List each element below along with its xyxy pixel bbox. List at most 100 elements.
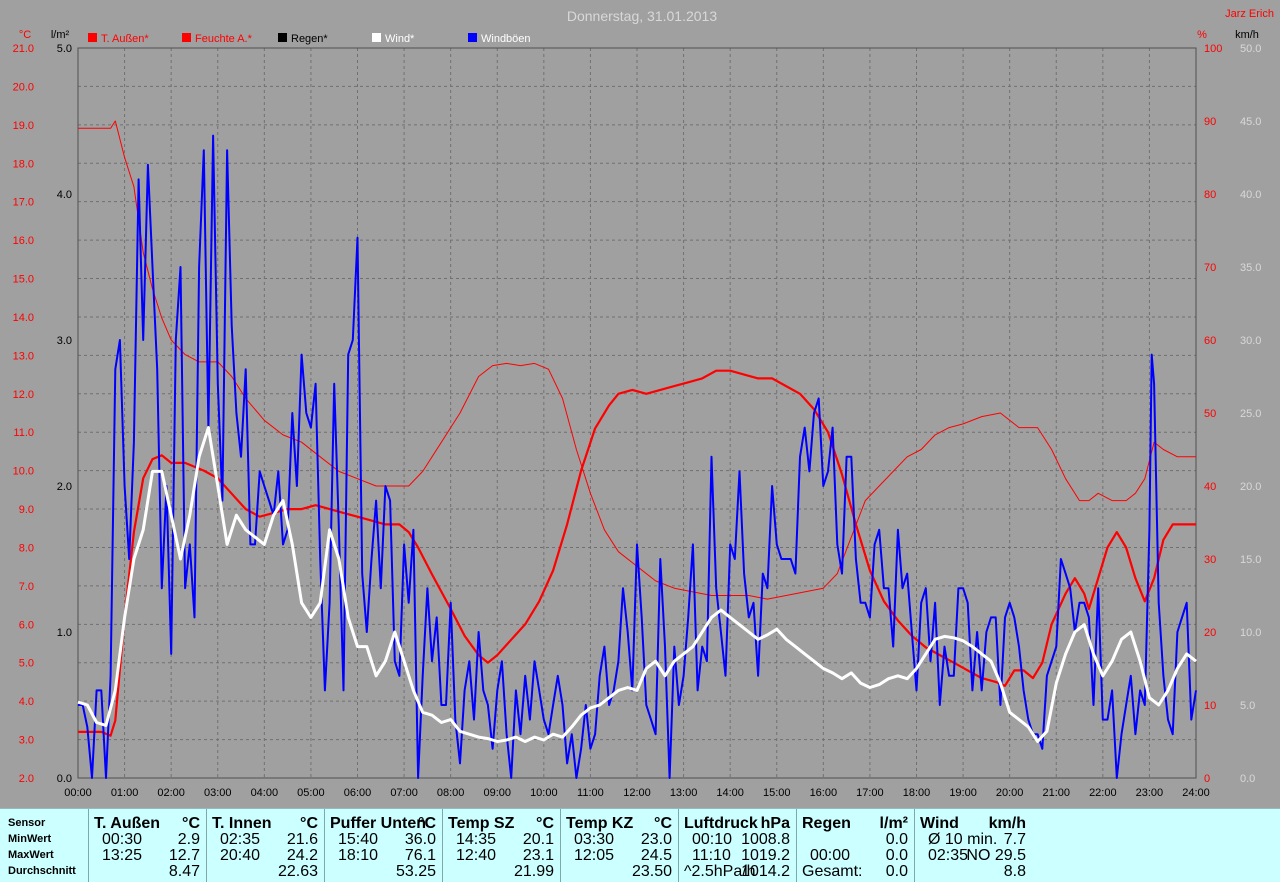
min-header: MinWert [8,833,52,845]
humidity-tick-label: 20 [1204,627,1216,639]
author-label: Jarz Erich [1225,8,1274,20]
stats-group-name: T. Innen [212,815,272,832]
stats-separator [324,809,325,882]
stats-min-row: MinWert [0,831,1280,847]
stats-avg-label: ^2.5hPa/h [684,863,756,880]
series-line-wind [77,426,1197,743]
temp-unit-label: °C [19,29,31,41]
stats-avg-value: 23.50 [631,863,672,880]
legend-label: Feuchte A.* [195,33,253,45]
temp-tick-label: 12.0 [13,389,34,401]
wind-tick-label: 5.0 [1240,700,1255,712]
stats-group-name: Regen [802,815,851,832]
temp-tick-label: 8.0 [19,542,34,554]
stats-max-value: 23.1 [522,847,554,864]
humidity-tick-label: 60 [1204,335,1216,347]
rain-tick-label: 5.0 [57,43,72,55]
stats-header-row: Sensor [0,815,1280,831]
x-tick-label: 12:00 [623,787,651,799]
stats-max-time: 12:40 [456,847,497,864]
statistics-panel: Sensor MinWert MaxWert Durchschnitt T. A… [0,808,1280,882]
x-tick-label: 18:00 [903,787,931,799]
x-tick-label: 08:00 [437,787,465,799]
stats-max-time: 18:10 [338,847,379,864]
wind-tick-label: 40.0 [1240,189,1261,201]
grid [77,47,1197,779]
series-line-windböen [78,134,1197,779]
x-tick-label: 17:00 [856,787,884,799]
x-tick-label: 01:00 [111,787,139,799]
stats-min-value: 1008.8 [741,831,790,848]
stats-avg-value: 1014.2 [741,863,790,880]
humidity-tick-label: 30 [1204,554,1216,566]
stats-min-time: Ø 10 min. [928,831,998,848]
stats-min-time: 14:35 [456,831,497,848]
x-tick-label: 23:00 [1136,787,1164,799]
temp-tick-label: 19.0 [13,120,34,132]
x-tick-label: 19:00 [949,787,977,799]
stats-max-value: 76.1 [404,847,436,864]
stats-max-value: 12.7 [168,847,200,864]
percent-unit-label: % [1197,29,1207,41]
stats-separator [442,809,443,882]
stats-avg-value: 0.0 [885,863,908,880]
humidity-tick-label: 40 [1204,481,1216,493]
legend-label: T. Außen* [101,33,149,45]
temp-tick-label: 18.0 [13,158,34,170]
humidity-tick-label: 70 [1204,262,1216,274]
x-tick-label: 04:00 [251,787,279,799]
stats-max-value: 1019.2 [741,847,790,864]
stats-avg-value: 8.8 [1003,863,1026,880]
stats-max-time: 13:25 [102,847,143,864]
stats-separator [206,809,207,882]
wind-tick-label: 0.0 [1240,773,1255,785]
wind-tick-label: 50.0 [1240,43,1261,55]
stats-group-unit: °C [418,815,436,832]
stats-min-time: 00:30 [102,831,143,848]
stats-group-unit: km/h [988,815,1026,832]
stats-avg-row: Durchschnitt [0,863,1280,879]
stats-group-unit: °C [300,815,318,832]
x-tick-label: 10:00 [530,787,558,799]
sensor-header: Sensor [8,817,46,829]
x-tick-label: 02:00 [157,787,185,799]
x-tick-label: 22:00 [1089,787,1117,799]
stats-max-value: NO 29.5 [966,847,1026,864]
humidity-tick-label: 0 [1204,773,1210,785]
stats-group-unit: hPa [760,815,790,832]
wind-tick-label: 25.0 [1240,408,1261,420]
stats-max-value: 24.5 [640,847,672,864]
rain-tick-label: 4.0 [57,189,72,201]
x-tick-label: 03:00 [204,787,232,799]
temp-tick-label: 7.0 [19,581,34,593]
stats-min-value: 20.1 [522,831,554,848]
stats-separator [678,809,679,882]
stats-max-value: 24.2 [286,847,318,864]
x-tick-label: 00:00 [64,787,92,799]
stats-max-time: 12:05 [574,847,615,864]
stats-min-value: 7.7 [1003,831,1026,848]
stats-min-time: 03:30 [574,831,615,848]
stats-max-value: 0.0 [885,847,908,864]
plot-frame [77,47,1197,779]
rain-unit-label: l/m² [51,29,70,41]
legend: T. Außen* Feuchte A.* Regen* Wind* Windböen [88,33,531,45]
legend-swatch [88,33,97,42]
stats-max-row: MaxWert [0,847,1280,863]
x-tick-label: 24:00 [1182,787,1210,799]
max-header: MaxWert [8,849,54,861]
x-tick-label: 07:00 [390,787,418,799]
x-tick-label: 13:00 [670,787,698,799]
stats-group-unit: °C [536,815,554,832]
x-tick-label: 06:00 [344,787,372,799]
legend-label: Windböen [481,33,531,45]
x-tick-label: 14:00 [716,787,744,799]
stats-min-time: 15:40 [338,831,379,848]
wind-tick-label: 30.0 [1240,335,1261,347]
x-tick-label: 16:00 [810,787,838,799]
temp-tick-label: 2.0 [19,773,34,785]
temp-tick-label: 15.0 [13,274,34,286]
legend-label: Regen* [291,33,328,45]
wind-tick-label: 35.0 [1240,262,1261,274]
rain-tick-label: 3.0 [57,335,72,347]
